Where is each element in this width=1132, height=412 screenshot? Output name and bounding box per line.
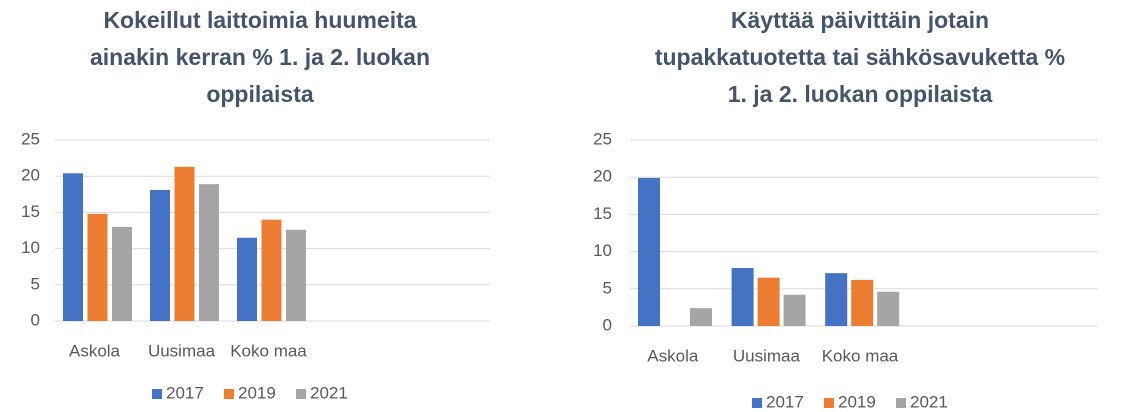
legend-label: 2021	[310, 383, 348, 402]
bar	[63, 173, 83, 321]
x-tick-label: Uusimaa	[148, 341, 216, 360]
legend-label: 2017	[166, 383, 204, 402]
y-tick-label: 5	[603, 278, 612, 297]
bar	[825, 273, 848, 326]
x-tick-label: Koko maa	[230, 341, 307, 360]
chart-title: tupakkatuotetta tai sähkösavuketta %	[655, 44, 1065, 70]
legend-swatch	[896, 398, 906, 408]
bar	[638, 177, 660, 326]
x-tick-label: Koko maa	[822, 346, 899, 365]
bar	[261, 219, 282, 321]
legend-swatch	[224, 389, 234, 399]
bar	[877, 291, 900, 326]
bar	[112, 226, 132, 321]
x-tick-label: Askola	[69, 341, 121, 360]
y-tick-label: 15	[593, 204, 612, 223]
bar	[199, 184, 219, 321]
legend-swatch	[824, 398, 834, 408]
legend-swatch	[752, 398, 762, 408]
y-tick-label: 5	[31, 274, 40, 293]
chart-title: Käyttää päivittäin jotain	[731, 7, 989, 33]
legend-label: 2017	[766, 392, 804, 411]
bar	[150, 189, 170, 321]
y-tick-label: 25	[593, 129, 612, 148]
legend-swatch	[296, 389, 306, 399]
legend-label: 2019	[838, 392, 876, 411]
chart-title: ainakin kerran % 1. ja 2. luokan	[90, 44, 430, 70]
chart-title: oppilaista	[206, 81, 314, 107]
chart-title: Kokeillut laittoimia huumeita	[103, 7, 416, 33]
y-tick-label: 0	[603, 315, 612, 334]
y-tick-label: 10	[593, 241, 612, 260]
bar	[237, 237, 257, 321]
chart-title: 1. ja 2. luokan oppilaista	[728, 81, 993, 107]
bar	[757, 277, 780, 326]
legend-label: 2019	[238, 383, 276, 402]
x-tick-label: Uusimaa	[733, 346, 801, 365]
bar	[783, 294, 806, 326]
x-tick-label: Askola	[647, 346, 699, 365]
y-tick-label: 15	[21, 202, 40, 221]
bar	[286, 229, 306, 321]
bar	[87, 213, 108, 321]
y-tick-label: 20	[593, 167, 612, 186]
bar	[690, 308, 712, 326]
legend-swatch	[152, 389, 162, 399]
y-tick-label: 10	[21, 238, 40, 257]
y-tick-label: 25	[21, 129, 40, 148]
bar	[851, 279, 874, 326]
bar	[174, 166, 195, 321]
y-tick-label: 20	[21, 166, 40, 185]
y-tick-label: 0	[31, 310, 40, 329]
bar	[731, 267, 754, 326]
legend-label: 2021	[910, 392, 948, 411]
